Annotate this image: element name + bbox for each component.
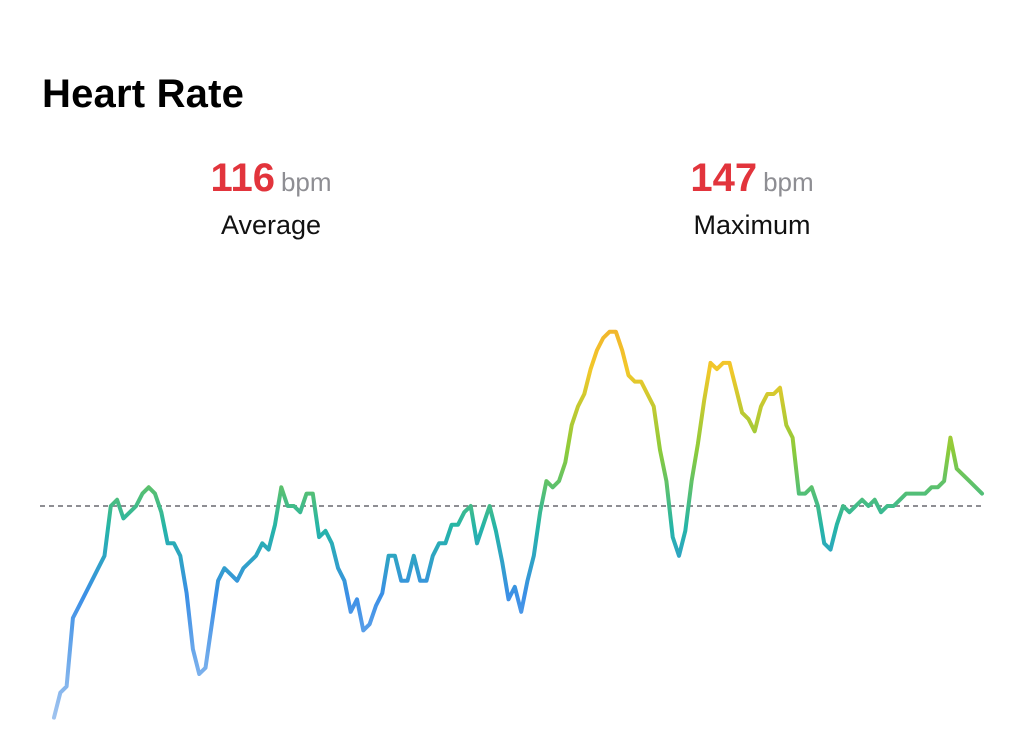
average-value-line: 116 bpm (171, 156, 371, 209)
average-stat: 116 bpm Average (171, 156, 371, 241)
maximum-value: 147 (690, 156, 758, 200)
average-value: 116 (210, 156, 275, 200)
average-label: Average (220, 210, 322, 240)
card-title: Heart Rate (42, 72, 245, 116)
maximum-value-line: 147 bpm (652, 156, 852, 209)
maximum-unit: bpm (763, 167, 814, 197)
maximum-label: Maximum (693, 210, 811, 240)
heart-rate-series-line (52, 329, 984, 720)
maximum-stat: 147 bpm Maximum (652, 156, 852, 241)
average-unit: bpm (280, 167, 332, 197)
